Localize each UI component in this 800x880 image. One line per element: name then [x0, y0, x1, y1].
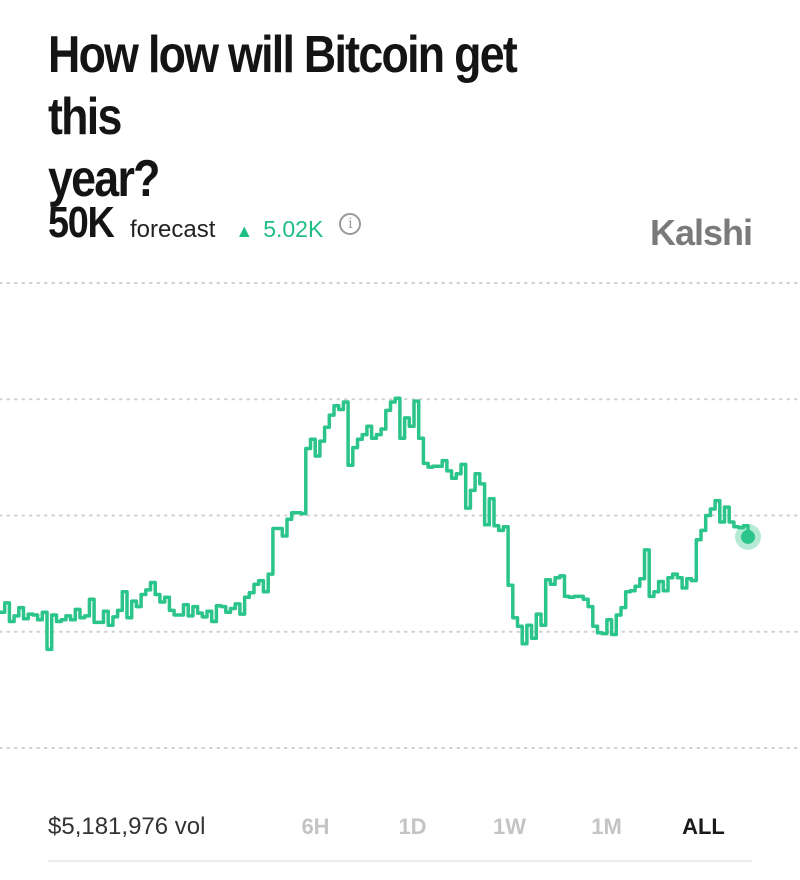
- forecast-line-chart: [0, 282, 800, 749]
- footer-divider: [48, 860, 752, 862]
- question-title: How low will Bitcoin get this year?: [48, 24, 598, 210]
- chart-footer: $5,181,976 vol 6H 1D 1W 1M ALL: [48, 800, 752, 854]
- question-title-line-2: year?: [48, 150, 160, 208]
- forecast-series-line: [0, 396, 750, 652]
- forecast-change: ▲ 5.02K: [235, 216, 323, 243]
- range-tab-all[interactable]: ALL: [682, 814, 725, 839]
- volume-label: $5,181,976 vol: [48, 813, 206, 840]
- time-range-tabs: 6H 1D 1W 1M ALL: [267, 814, 752, 840]
- kalshi-logo[interactable]: Kalshi: [649, 212, 753, 253]
- forecast-value: 50K: [48, 198, 115, 247]
- range-tab-1m[interactable]: 1M: [591, 814, 622, 839]
- forecast-label: forecast: [130, 216, 216, 243]
- range-tab-1w[interactable]: 1W: [493, 814, 526, 839]
- current-point-dot: [741, 529, 755, 544]
- forecast-change-value: 5.02K: [263, 216, 324, 242]
- up-triangle-icon: ▲: [235, 221, 254, 241]
- info-icon[interactable]: i: [339, 213, 362, 235]
- forecast-summary: 50K forecast ▲ 5.02K i: [48, 198, 362, 248]
- range-tab-1d[interactable]: 1D: [398, 814, 427, 839]
- range-tab-6h[interactable]: 6H: [301, 814, 330, 839]
- question-title-line-1: How low will Bitcoin get this: [48, 26, 518, 146]
